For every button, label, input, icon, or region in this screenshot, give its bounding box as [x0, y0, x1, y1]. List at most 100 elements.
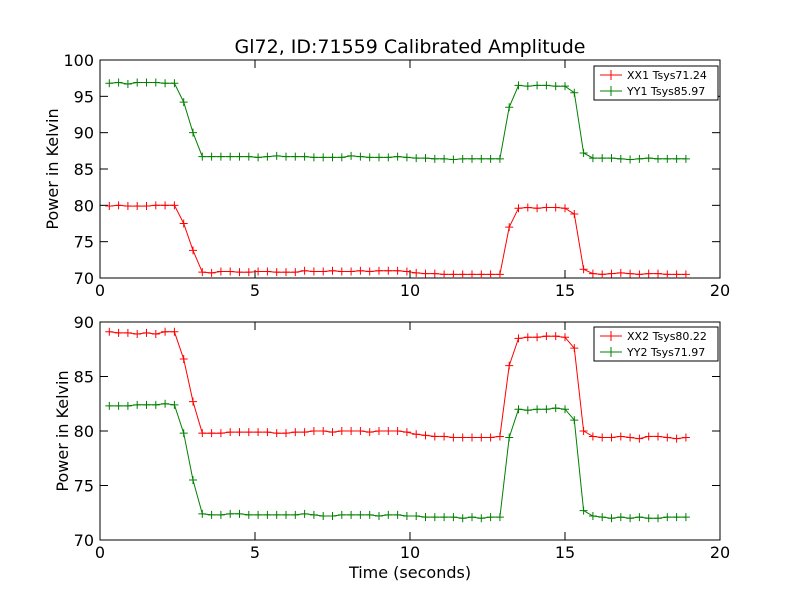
top-series-yy-point [654, 154, 662, 163]
bottom-series-xx-point [672, 434, 681, 443]
top-ytick-label: 90 [74, 124, 94, 143]
top-panel: Power in Kelvin 0 5 10 15 20707580859095100 … [43, 51, 730, 300]
top-series-yy-point [347, 151, 356, 160]
bottom-series-xx-point [607, 433, 616, 442]
bottom-series-xx-point [598, 433, 607, 442]
top-series-xx-point [663, 270, 672, 279]
top-series-yy-point [337, 153, 346, 162]
top-series-xx-point [421, 269, 430, 278]
bottom-series-yy-point [393, 510, 402, 519]
top-series-yy-point [672, 154, 681, 163]
bottom-series-xx-point [402, 428, 411, 437]
bottom-panel-legend: XX2 Tsys80.22 YY2 Tsys71.97 [593, 326, 719, 362]
bottom-series-xx-point [291, 428, 300, 437]
top-series-yy-point [207, 152, 216, 161]
bottom-ytick-label: 90 [74, 313, 94, 332]
top-series-yy-point [254, 153, 263, 162]
top-series-yy-point [616, 154, 625, 163]
bottom-legend-box [593, 326, 719, 362]
bottom-xtick-label: 15 [555, 543, 575, 562]
bottom-series-xx-point [384, 427, 393, 435]
bottom-series-xx-point [440, 432, 449, 441]
bottom-series-yy-point [375, 512, 383, 521]
top-series-xx-point [449, 270, 458, 279]
top-series-xx-point [170, 201, 179, 210]
bottom-series-yy-point [505, 433, 514, 442]
top-series-yy-point [151, 78, 160, 87]
bottom-series-yy-point [523, 406, 532, 415]
top-series-xx-point [412, 268, 421, 277]
top-series-xx-point [179, 219, 188, 228]
top-series-xx-point [133, 202, 142, 211]
top-series-xx-point [328, 266, 337, 275]
bottom-series-yy-point [449, 513, 458, 522]
top-series-xx-point [458, 270, 467, 279]
top-panel-legend: XX1 Tsys71.24 YY1 Tsys85.97 [593, 65, 719, 101]
top-series-xx-point [514, 204, 523, 213]
top-series-yy-point [319, 153, 328, 162]
bottom-series-xx-point [421, 431, 430, 440]
bottom-series-yy-point [588, 512, 597, 521]
top-ytick-label: 100 [63, 51, 94, 70]
top-series-yy-point [179, 98, 188, 107]
bottom-legend-xx-label: XX2 Tsys80.22 [627, 330, 707, 343]
top-xtick-label: 10 [400, 281, 420, 300]
bottom-series-xx-point [179, 355, 188, 364]
bottom-series-yy-point [365, 510, 374, 519]
top-series-yy-point [356, 152, 365, 161]
bottom-series-xx-point [133, 329, 142, 338]
top-series-xx-point [337, 267, 346, 276]
bottom-series-yy-point [430, 513, 439, 522]
bottom-series-xx-point [635, 434, 644, 443]
top-series-yy-point [133, 78, 142, 87]
top-series-yy-point [300, 152, 309, 161]
top-legend-xx-label: XX1 Tsys71.24 [627, 69, 707, 82]
bottom-series-xx-point [282, 429, 290, 438]
top-series-yy-point [402, 153, 411, 162]
bottom-series-xx-point [551, 332, 560, 341]
top-series-yy-point [235, 152, 244, 161]
bottom-series-yy-point [114, 401, 123, 410]
bottom-series-yy-point [179, 429, 188, 438]
bottom-series-xx-point [495, 432, 504, 441]
bottom-series-xx-point [254, 428, 263, 437]
bottom-series-xx-point [468, 433, 476, 442]
bottom-series-yy-point [123, 401, 132, 410]
bottom-series-xx-point [570, 344, 579, 353]
bottom-series-xx-point [189, 397, 197, 406]
bottom-series-xx-point [198, 429, 207, 438]
bottom-series-xx-point [356, 427, 365, 435]
bottom-series-yy-point [105, 401, 114, 410]
top-series-xx-point [105, 202, 114, 211]
bottom-series-xx-point [142, 328, 151, 337]
bottom-series-xx-point [458, 433, 467, 442]
bottom-panel-ylabel: Power in Kelvin [53, 370, 72, 491]
bottom-series-yy-point [198, 509, 207, 518]
bottom-series-yy-point [421, 513, 430, 522]
bottom-series-yy-point [151, 400, 160, 409]
bottom-series-xx-point [542, 332, 551, 341]
bottom-series-xx-point [681, 433, 690, 442]
bottom-series-yy-point [635, 513, 644, 522]
top-series-yy-point [486, 154, 495, 163]
bottom-series-yy-point [598, 513, 607, 522]
bottom-series-yy-point [133, 400, 142, 409]
bottom-series-xx-point [365, 428, 374, 437]
top-series-xx-point [644, 269, 653, 278]
top-series-yy-point [170, 79, 179, 88]
bottom-series-yy-point [207, 510, 216, 519]
top-series-xx-point [384, 266, 393, 275]
top-series-yy-point [123, 79, 132, 88]
bottom-series-xx-point [626, 433, 635, 442]
bottom-series-xx-point [616, 432, 625, 441]
top-series-yy-point [542, 81, 551, 90]
top-series-xx-point [319, 267, 328, 276]
top-series-yy-point [551, 82, 560, 91]
bottom-series-yy-point [300, 509, 309, 518]
top-series-yy-point [291, 152, 300, 161]
bottom-series-xx-point [375, 427, 383, 435]
top-series-yy-point [495, 154, 504, 163]
top-series-xx-point [402, 267, 411, 276]
top-ytick-label: 80 [74, 196, 94, 215]
bottom-series-xx-point [244, 428, 253, 437]
